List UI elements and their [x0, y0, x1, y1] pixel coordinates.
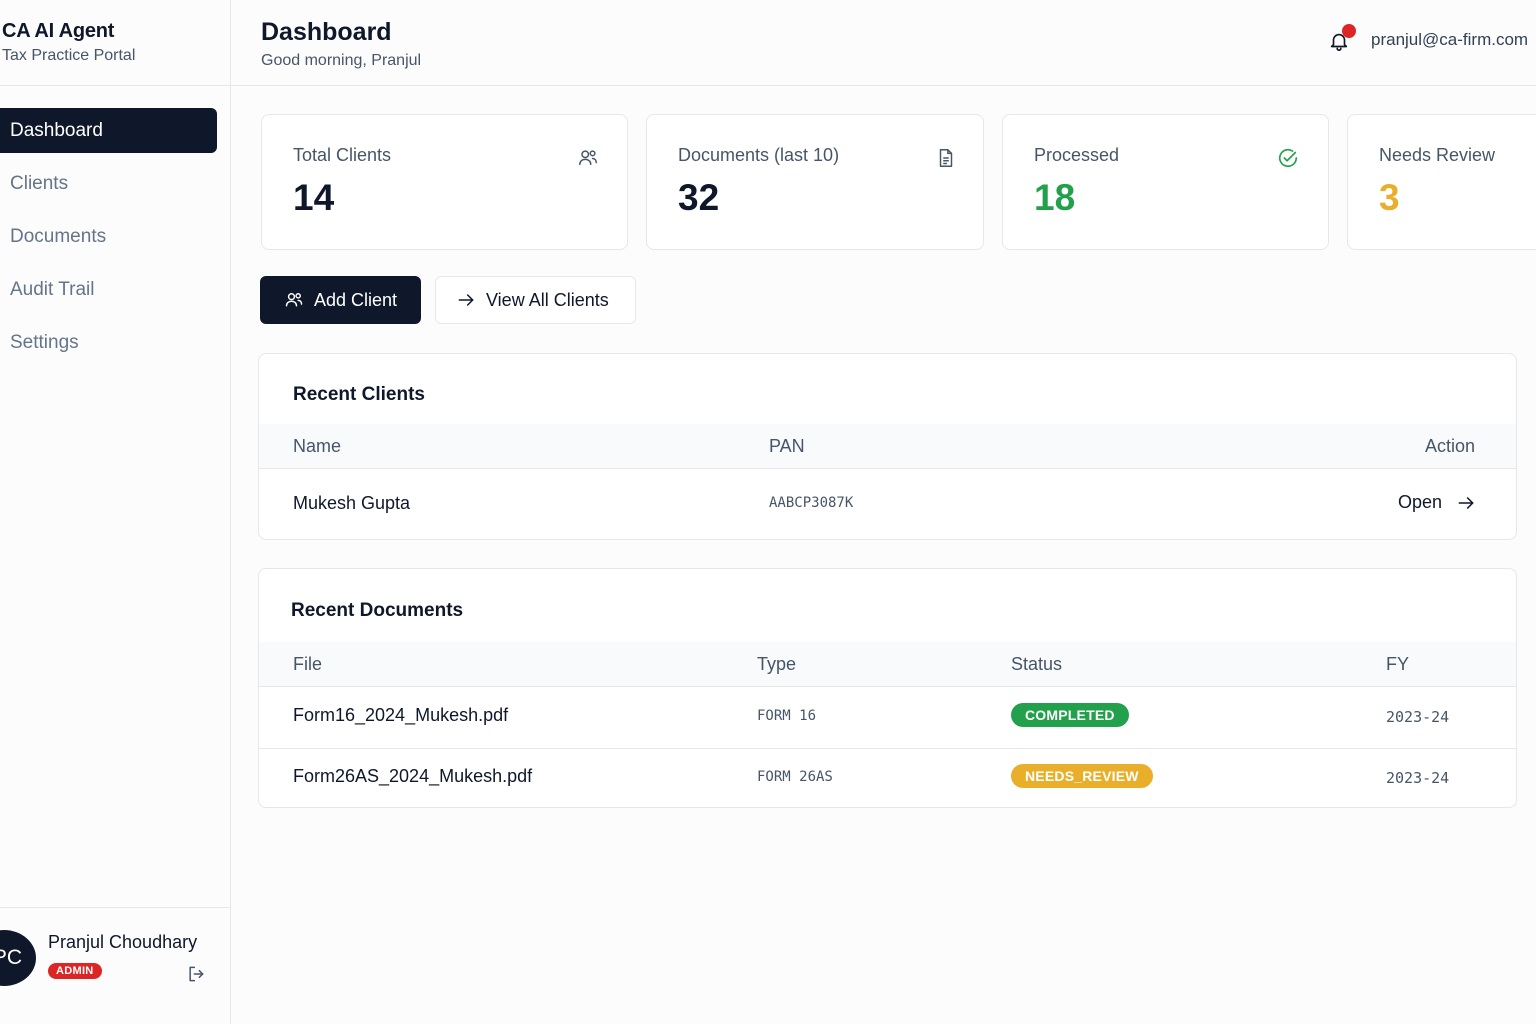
client-name: Mukesh Gupta	[293, 493, 411, 513]
panel-title: Recent Documents	[291, 600, 464, 621]
document-fy: 2023-24	[1386, 708, 1450, 726]
logout-icon[interactable]	[186, 964, 206, 984]
bell-icon[interactable]	[1328, 30, 1350, 52]
add-client-button[interactable]: Add Client	[260, 276, 421, 324]
status-badge: COMPLETED	[1011, 703, 1129, 727]
column-header-type: Type	[757, 654, 797, 674]
client-pan: AABCP3087K	[769, 495, 854, 511]
stat-card-documents: Documents (last 10) 32	[646, 114, 984, 250]
column-header-name: Name	[293, 436, 342, 456]
header: Dashboard Good morning, Pranjul pranjul@…	[231, 0, 1536, 86]
user-email[interactable]: pranjul@ca-firm.com	[1371, 30, 1529, 49]
table-header: File Type Status FY	[259, 642, 1516, 687]
page-title: Dashboard	[261, 18, 392, 46]
document-icon	[939, 149, 953, 167]
arrow-right-icon	[458, 294, 474, 306]
sidebar-item-clients[interactable]: Clients	[10, 172, 69, 194]
open-client-button[interactable]: Open	[1398, 492, 1476, 513]
stat-label: Documents (last 10)	[678, 145, 840, 165]
column-header-action: Action	[1424, 436, 1475, 456]
user-profile: PC Pranjul Choudhary ADMIN	[0, 907, 231, 1024]
stat-value: 32	[678, 177, 720, 218]
stat-label: Needs Review	[1379, 145, 1496, 165]
user-name: Pranjul Choudhary	[48, 932, 198, 952]
stat-value: 18	[1034, 177, 1076, 218]
table-header: Name PAN Action	[259, 424, 1516, 469]
notification-dot	[1342, 24, 1356, 38]
document-file[interactable]: Form16_2024_Mukesh.pdf	[293, 705, 509, 725]
stat-label: Processed	[1034, 145, 1120, 165]
users-icon	[285, 293, 303, 307]
sidebar-divider	[0, 85, 231, 86]
sidebar-nav: Dashboard Clients Documents Audit Trail …	[0, 108, 231, 373]
sidebar: CA AI Agent Tax Practice Portal Dashboar…	[0, 0, 231, 1024]
stat-label: Total Clients	[293, 145, 392, 165]
document-type: FORM 26AS	[757, 769, 833, 785]
table-row[interactable]: Form26AS_2024_Mukesh.pdf FORM 26AS NEEDS…	[259, 750, 1516, 807]
brand: CA AI Agent Tax Practice Portal	[2, 20, 135, 65]
open-label: Open	[1397, 492, 1442, 512]
document-fy: 2023-24	[1386, 769, 1450, 787]
brand-subtitle: Tax Practice Portal	[2, 47, 136, 64]
document-type: FORM 16	[757, 708, 817, 724]
greeting: Good morning, Pranjul	[261, 52, 422, 69]
column-header-fy: FY	[1386, 654, 1410, 674]
panel-title: Recent Clients	[293, 384, 425, 405]
view-all-clients-button[interactable]: View All Clients	[435, 276, 636, 324]
sidebar-item-documents[interactable]: Documents	[10, 225, 107, 247]
column-header-file: File	[293, 654, 323, 674]
status-badge: NEEDS_REVIEW	[1011, 764, 1153, 788]
users-icon	[579, 150, 597, 166]
add-client-label: Add Client	[314, 289, 398, 310]
column-header-pan: PAN	[769, 436, 805, 456]
brand-title: CA AI Agent	[2, 20, 115, 42]
table-row: Mukesh Gupta AABCP3087K Open	[259, 470, 1516, 539]
recent-documents-panel: Recent Documents File Type Status FY For…	[258, 568, 1517, 808]
stat-card-total-clients: Total Clients 14	[261, 114, 628, 250]
sidebar-item-dashboard[interactable]: Dashboard	[0, 108, 217, 153]
sidebar-item-audit-trail[interactable]: Audit Trail	[10, 278, 95, 300]
view-all-clients-label: View All Clients	[486, 289, 609, 310]
avatar: PC	[0, 930, 36, 986]
stat-card-needs-review: Needs Review 3	[1347, 114, 1536, 250]
stat-card-processed: Processed 18	[1002, 114, 1329, 250]
stat-value: 3	[1379, 177, 1400, 218]
document-file[interactable]: Form26AS_2024_Mukesh.pdf	[293, 766, 533, 786]
role-badge: ADMIN	[48, 963, 102, 979]
stat-value: 14	[293, 177, 335, 218]
check-circle-icon	[1278, 148, 1298, 168]
arrow-right-icon	[1458, 496, 1474, 509]
recent-clients-panel: Recent Clients Name PAN Action Mukesh Gu…	[258, 353, 1517, 540]
table-row[interactable]: Form16_2024_Mukesh.pdf FORM 16 COMPLETED…	[259, 687, 1516, 749]
column-header-status: Status	[1011, 654, 1063, 674]
sidebar-item-settings[interactable]: Settings	[10, 331, 79, 353]
